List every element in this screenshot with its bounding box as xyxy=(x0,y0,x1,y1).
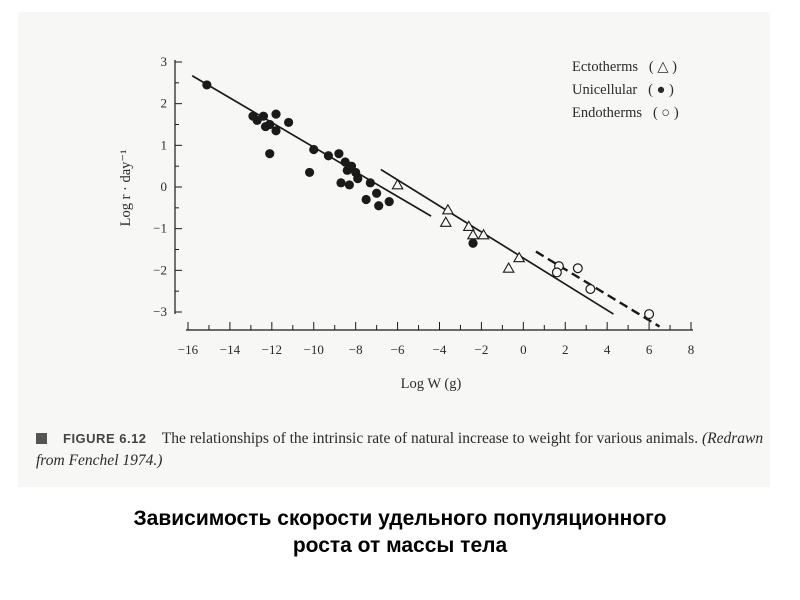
unicellular-point xyxy=(344,180,354,190)
y-tick-label: 2 xyxy=(161,96,168,111)
legend-item-ectotherms: Ectotherms ( △ ) xyxy=(572,56,679,79)
slide-title-line-1: Зависимость скорости удельного популяцио… xyxy=(133,507,667,530)
y-tick-label: −2 xyxy=(153,262,167,277)
open-circle-icon: ○ xyxy=(661,105,671,121)
legend-close-paren: ) xyxy=(673,105,679,121)
slide-title: Зависимость скорости удельного популяцио… xyxy=(0,505,800,559)
y-tick-label: 0 xyxy=(161,179,168,194)
y-tick-label: 1 xyxy=(161,137,168,152)
square-bullet-icon xyxy=(36,433,47,444)
unicellular-point xyxy=(202,80,212,90)
legend-label: Unicellular xyxy=(572,82,638,98)
x-tick-label: −10 xyxy=(304,342,324,357)
y-axis-title: Log r · day⁻¹ xyxy=(118,150,134,227)
unicellular-point xyxy=(336,178,346,188)
figure-caption: FIGURE 6.12 The relationships of the int… xyxy=(36,428,771,472)
x-axis-title: Log W (g) xyxy=(401,376,462,392)
unicellular-point xyxy=(284,117,294,128)
unicellular-point xyxy=(323,151,334,161)
legend-open-paren: ( xyxy=(648,82,653,98)
x-tick-label: 4 xyxy=(604,342,611,357)
unicellular-point xyxy=(334,149,344,159)
unicellular-point xyxy=(265,149,275,159)
x-tick-label: −4 xyxy=(433,342,447,357)
slide-title-line-2: роста от массы тела xyxy=(292,534,508,557)
scanned-figure-page xyxy=(18,12,770,487)
legend-open-paren: ( xyxy=(652,105,658,121)
x-tick-label: 6 xyxy=(646,342,653,357)
caption-credit: (Redrawn from Fenchel 1974.) xyxy=(36,430,764,469)
endotherm-point xyxy=(585,284,596,295)
data-points xyxy=(202,80,655,320)
ectotherm-point xyxy=(439,216,452,227)
axes: 3 2 1 0 −1 −2 −3 −16 −14 −12 −10 −8 −6 −4 −2 0 2 4 6 8 xyxy=(153,54,694,357)
caption-text: The relationships of the intrinsic rate … xyxy=(161,430,699,447)
chart-legend: Ectotherms ( △ ) Unicellular ( ● ) Endot… xyxy=(572,56,679,125)
unicellular-point xyxy=(309,144,319,155)
figure-label: FIGURE 6.12 xyxy=(63,431,147,446)
ectotherm-point xyxy=(466,228,480,240)
endotherm-point xyxy=(644,309,655,320)
ectotherm-fit-line xyxy=(380,168,614,315)
x-tick-label: −2 xyxy=(474,342,488,357)
y-tick-label: 3 xyxy=(161,54,168,69)
legend-item-endotherms: Endotherms ( ○ ) xyxy=(572,102,679,125)
x-tick-label: 2 xyxy=(562,342,569,357)
ectotherm-point xyxy=(391,178,404,190)
x-tick-label: −8 xyxy=(349,342,363,357)
endotherm-fit-line xyxy=(535,250,661,328)
ectotherm-point xyxy=(502,261,515,273)
x-tick-label: −6 xyxy=(391,342,405,357)
ectotherm-point xyxy=(512,251,526,263)
unicellular-point xyxy=(361,194,371,205)
ectotherm-point xyxy=(462,220,475,232)
ectotherm-point xyxy=(441,203,455,215)
endotherm-point xyxy=(572,263,583,274)
unicellular-point xyxy=(365,178,375,188)
x-tick-label: 8 xyxy=(688,342,695,357)
x-tick-label: −14 xyxy=(220,342,241,357)
legend-label: Ectotherms xyxy=(572,59,639,75)
unicellular-point xyxy=(258,111,269,121)
unicellular-point xyxy=(271,109,281,119)
unicellular-point xyxy=(374,201,384,211)
x-tick-label: −12 xyxy=(262,342,282,357)
y-tick-label: −3 xyxy=(153,304,167,319)
legend-open-paren: ( xyxy=(648,59,654,75)
unicellular-point xyxy=(384,196,394,207)
legend-item-unicellular: Unicellular ( ● ) xyxy=(572,79,679,102)
unicellular-point xyxy=(353,174,363,184)
legend-close-paren: ) xyxy=(668,82,674,98)
legend-label: Endotherms xyxy=(572,105,643,121)
triangle-icon: △ xyxy=(657,59,669,75)
unicellular-point xyxy=(304,167,315,178)
endotherm-point xyxy=(551,267,562,278)
legend-close-paren: ) xyxy=(672,59,678,75)
unicellular-point xyxy=(265,119,275,130)
y-tick-label: −1 xyxy=(153,221,167,236)
unicellular-point xyxy=(372,188,382,198)
filled-circle-icon: ● xyxy=(656,82,666,98)
ectotherm-point xyxy=(477,228,490,240)
unicellular-point xyxy=(271,126,281,136)
unicellular-point xyxy=(468,238,478,248)
x-tick-label: −16 xyxy=(178,342,199,357)
x-tick-label: 0 xyxy=(520,342,527,357)
